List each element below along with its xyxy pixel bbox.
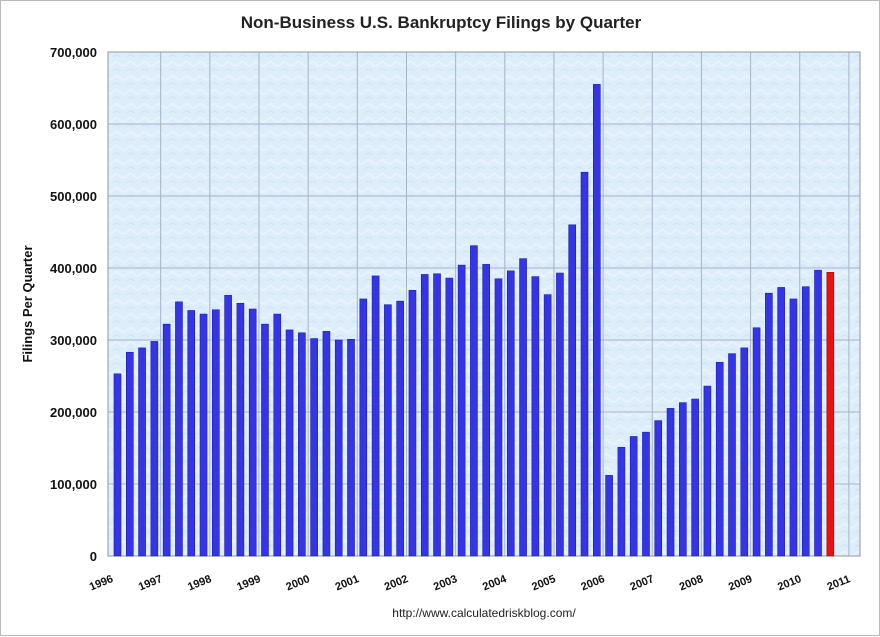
bar [359, 298, 368, 557]
bar [568, 224, 577, 557]
bar [224, 295, 232, 557]
y-tick-label: 200,000 [50, 405, 97, 420]
bar [334, 339, 343, 557]
bar [322, 331, 331, 557]
x-tick-label: 2005 [530, 573, 557, 593]
bar [175, 301, 183, 557]
bar [420, 274, 429, 557]
bar [777, 287, 785, 557]
bar [261, 323, 269, 557]
bar [347, 338, 355, 557]
bar [433, 273, 441, 557]
x-tick-label: 2007 [629, 573, 656, 593]
chart-title: Non-Business U.S. Bankruptcy Filings by … [241, 13, 642, 32]
bar [482, 264, 491, 557]
bar [666, 408, 675, 557]
bar [445, 277, 454, 557]
bar [310, 338, 318, 557]
bar [531, 276, 540, 557]
bar [801, 286, 810, 557]
bar [162, 323, 171, 557]
bar [248, 308, 257, 557]
x-tick-label: 2001 [334, 573, 361, 593]
bar [236, 302, 245, 557]
x-tick-label: 2002 [383, 573, 410, 593]
bar [642, 431, 650, 557]
bar [556, 272, 564, 557]
y-tick-label: 0 [90, 549, 97, 564]
bar [138, 347, 146, 557]
bar [629, 436, 638, 557]
bar [580, 171, 589, 557]
bar [506, 270, 515, 557]
y-tick-label: 400,000 [50, 261, 97, 276]
bar [150, 341, 159, 557]
x-tick-label: 1997 [137, 573, 164, 593]
bar [789, 298, 798, 557]
y-tick-label: 700,000 [50, 45, 97, 60]
bar [187, 310, 196, 557]
bar [605, 475, 613, 557]
bar [298, 332, 306, 557]
x-gridlines [160, 52, 850, 556]
bar [285, 329, 294, 557]
x-axis-ticks: 1996 1997 1998 1999 2000 2001 2002 2003 2004 2005… [88, 573, 852, 594]
bar [199, 313, 208, 557]
x-tick-label: 1998 [186, 573, 213, 593]
bar-highlight [826, 272, 835, 557]
bar [113, 373, 122, 557]
x-tick-label: 2004 [481, 573, 509, 594]
y-tick-label: 500,000 [50, 189, 97, 204]
bar [519, 258, 527, 557]
x-tick-label: 2006 [579, 573, 606, 593]
y-tick-label: 600,000 [50, 117, 97, 132]
bar [765, 292, 773, 557]
bar [752, 327, 761, 557]
bar [494, 278, 503, 557]
bar [740, 347, 749, 557]
bar [396, 300, 404, 557]
bar [814, 269, 822, 557]
y-axis-ticks: 0 100,000 200,000 300,000 400,000 500,000 600,… [50, 45, 97, 564]
bar [408, 290, 417, 557]
x-tick-label: 2011 [825, 573, 852, 593]
x-tick-label: 2010 [776, 573, 803, 593]
bar [543, 294, 552, 557]
x-tick-label: 1996 [88, 573, 115, 593]
bar [593, 84, 601, 557]
bar [457, 264, 466, 557]
bar [703, 385, 712, 557]
x-tick-label: 2000 [284, 573, 311, 593]
bar [384, 304, 392, 557]
bars-group [113, 84, 835, 557]
y-tick-label: 100,000 [50, 477, 97, 492]
bar [715, 362, 724, 557]
y-tick-label: 300,000 [50, 333, 97, 348]
x-tick-label: 2009 [727, 573, 754, 593]
bar [679, 402, 687, 557]
bar [125, 351, 134, 557]
bar [617, 446, 626, 557]
source-url: http://www.calculatedriskblog.com/ [392, 606, 576, 620]
x-tick-label: 2003 [432, 573, 459, 593]
bar [728, 353, 736, 557]
bar [691, 398, 699, 557]
bar [212, 309, 220, 557]
bar [273, 313, 282, 557]
x-tick-label: 1999 [235, 573, 262, 593]
x-tick-label: 2008 [678, 573, 705, 593]
bar [654, 420, 663, 557]
bar [371, 275, 380, 557]
y-axis-label: Filings Per Quarter [20, 245, 35, 362]
bar [470, 245, 478, 557]
